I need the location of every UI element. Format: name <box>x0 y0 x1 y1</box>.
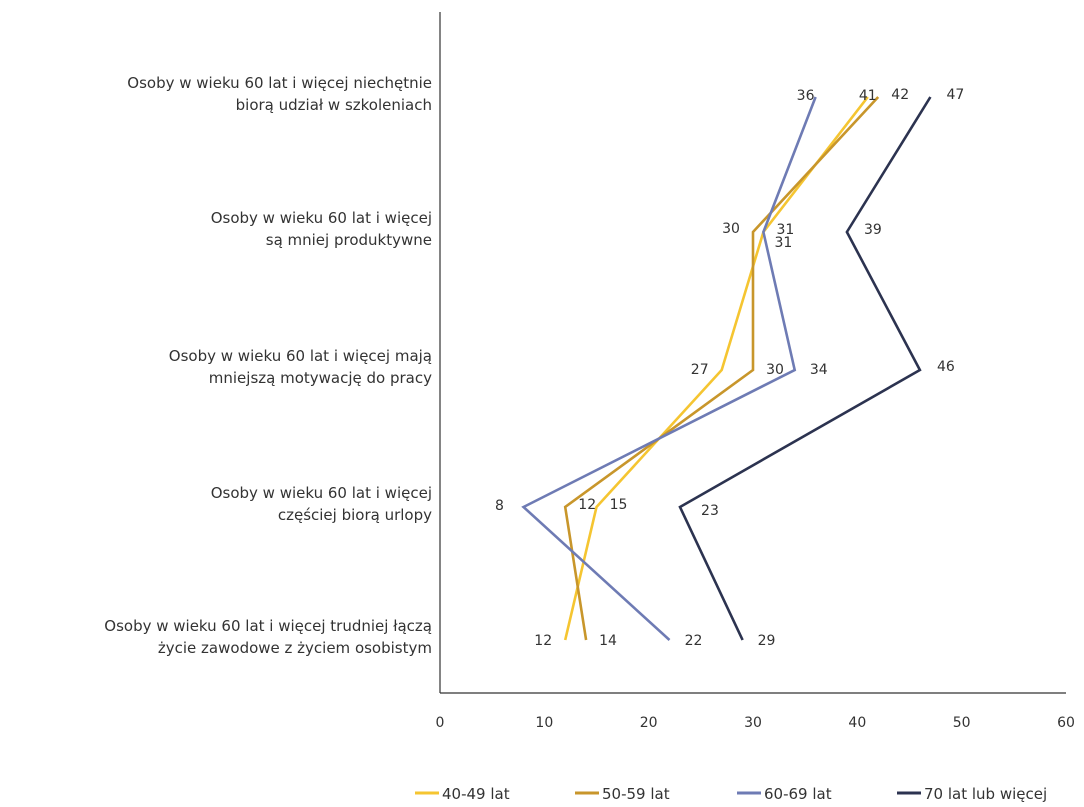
data-labels: 41 31 27 15 12 42 30 30 12 14 36 31 34 8 22 47 39 46 23 29 <box>495 87 964 649</box>
data-label: 27 <box>691 362 709 378</box>
x-tick-label: 30 <box>744 715 762 731</box>
x-tick-label: 20 <box>640 715 658 731</box>
legend-item: 40-49 lat <box>415 785 510 803</box>
data-label: 29 <box>758 633 776 649</box>
data-label: 36 <box>797 88 815 104</box>
data-label: 42 <box>891 87 909 103</box>
category-label: Osoby w wieku 60 lat i więcej niechętnie… <box>127 74 432 114</box>
series-line-1 <box>563 96 869 641</box>
category-label: Osoby w wieku 60 lat i więcej są mniej pr… <box>211 209 432 249</box>
data-label: 15 <box>610 497 628 513</box>
category-label: Osoby w wieku 60 lat i więcej trudniej ł… <box>104 617 432 657</box>
legend-label: 70 lat lub więcej <box>924 785 1047 803</box>
category-label: Osoby w wieku 60 lat i więcej częściej bi… <box>211 484 432 524</box>
data-label: 46 <box>937 359 955 375</box>
category-label-line: Osoby w wieku 60 lat i więcej mają <box>169 347 432 365</box>
legend-label: 50-59 lat <box>602 785 670 803</box>
data-label: 8 <box>495 498 504 514</box>
data-label: 23 <box>701 503 719 519</box>
legend-item: 50-59 lat <box>575 785 670 803</box>
data-label: 47 <box>946 87 964 103</box>
x-tick-label: 50 <box>953 715 971 731</box>
data-label: 31 <box>775 235 793 251</box>
legend: 40-49 lat 50-59 lat 60-69 lat 70 lat lub wi… <box>415 785 1047 803</box>
data-label: 34 <box>810 362 828 378</box>
category-label-line: Osoby w wieku 60 lat i więcej <box>211 209 432 227</box>
data-label: 12 <box>578 497 596 513</box>
category-label-line: biorą udział w szkoleniach <box>236 96 432 114</box>
data-label: 41 <box>859 88 877 104</box>
data-label: 31 <box>777 222 795 238</box>
data-label: 39 <box>864 222 882 238</box>
category-label-line: życie zawodowe z życiem osobistym <box>158 639 432 657</box>
series-lines <box>521 96 932 641</box>
legend-item: 70 lat lub więcej <box>897 785 1047 803</box>
category-label-line: Osoby w wieku 60 lat i więcej <box>211 484 432 502</box>
series-line-4 <box>678 96 932 641</box>
x-tick-label: 10 <box>535 715 553 731</box>
data-label: 12 <box>534 633 552 649</box>
x-tick-label: 60 <box>1057 715 1075 731</box>
category-label-line: częściej biorą urlopy <box>278 506 432 524</box>
data-label: 30 <box>766 362 784 378</box>
category-label-line: mniejszą motywację do pracy <box>209 369 432 387</box>
data-label: 22 <box>685 633 703 649</box>
category-label-line: Osoby w wieku 60 lat i więcej trudniej ł… <box>104 617 432 635</box>
category-label-line: są mniej produktywne <box>266 231 432 249</box>
category-labels: Osoby w wieku 60 lat i więcej niechętnie… <box>104 74 432 657</box>
x-tick-label: 40 <box>848 715 866 731</box>
legend-label: 40-49 lat <box>442 785 510 803</box>
category-label-line: Osoby w wieku 60 lat i więcej niechętnie <box>127 74 432 92</box>
legend-label: 60-69 lat <box>764 785 832 803</box>
data-label: 30 <box>722 221 740 237</box>
series-line-3 <box>521 96 817 641</box>
legend-item: 60-69 lat <box>737 785 832 803</box>
data-label: 14 <box>599 633 617 649</box>
x-tick-label: 0 <box>436 715 445 731</box>
axes: 0 10 20 30 40 50 60 <box>436 12 1075 731</box>
category-label: Osoby w wieku 60 lat i więcej mają mniejs… <box>169 347 432 387</box>
